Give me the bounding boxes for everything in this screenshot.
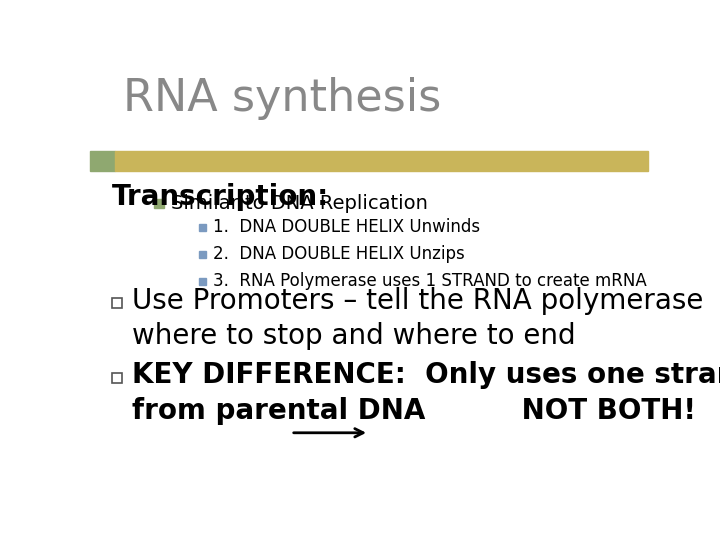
Bar [90,151,115,171]
Text: 3.  RNA Polymerase uses 1 STRAND to create mRNA: 3. RNA Polymerase uses 1 STRAND to creat… [213,273,647,291]
Text: Similar to DNA Replication: Similar to DNA Replication [171,194,428,213]
Text: KEY DIFFERENCE:  Only uses one strand
from parental DNA          NOT BOTH!: KEY DIFFERENCE: Only uses one strand fro… [132,361,720,425]
FancyBboxPatch shape [112,373,122,383]
Bar [199,278,206,285]
Text: 2.  DNA DOUBLE HELIX Unzips: 2. DNA DOUBLE HELIX Unzips [213,245,464,264]
Bar [115,151,648,171]
Text: Transcription:: Transcription: [112,183,330,211]
Text: 1.  DNA DOUBLE HELIX Unwinds: 1. DNA DOUBLE HELIX Unwinds [213,218,480,237]
Text: Use Promoters – tell the RNA polymerase
where to stop and where to end: Use Promoters – tell the RNA polymerase … [132,287,703,350]
Bar [199,224,206,231]
Bar [199,251,206,258]
FancyBboxPatch shape [112,299,122,308]
Text: RNA synthesis: RNA synthesis [124,77,442,120]
Bar [154,199,164,208]
